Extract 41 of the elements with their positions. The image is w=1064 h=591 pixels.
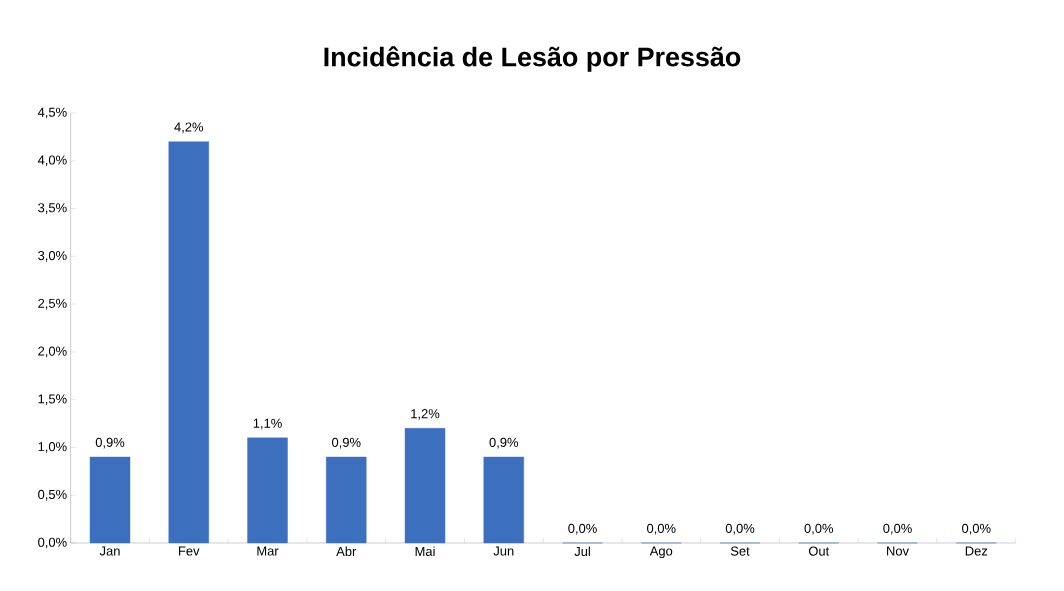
bar	[247, 437, 288, 544]
data-label: 4,2%	[174, 122, 204, 134]
x-tick-label: Jul	[574, 546, 590, 557]
data-label: 0,9%	[489, 437, 519, 449]
data-label: 0,0%	[883, 523, 912, 535]
data-label: 0,0%	[725, 523, 755, 535]
data-label: 0,0%	[647, 523, 676, 535]
y-tick-label: 3,0%	[38, 250, 67, 262]
x-tick-label: Nov	[887, 546, 909, 556]
y-tick-label: 1,0%	[38, 442, 67, 453]
x-tick-label: Mai	[415, 546, 435, 557]
x-tick-label: Jan	[99, 546, 120, 556]
x-tick-label: Set	[730, 546, 750, 556]
x-tick-label: Abr	[336, 546, 357, 557]
bar	[404, 428, 446, 544]
data-label: 1,1%	[253, 418, 282, 430]
data-label: 0,0%	[962, 523, 991, 535]
data-label: 1,2%	[411, 409, 440, 420]
bar	[89, 456, 131, 544]
data-label: 0,9%	[95, 437, 125, 449]
x-tick-label: Dez	[965, 546, 988, 556]
y-tick-label: 4,0%	[37, 155, 67, 167]
x-tick-label: Jun	[493, 546, 514, 556]
y-tick-label: 0,5%	[38, 489, 67, 501]
bar	[483, 456, 524, 544]
y-tick-label: 2,5%	[38, 298, 67, 310]
x-tick-label: Ago	[649, 546, 673, 559]
data-label: 0,9%	[332, 437, 361, 449]
data-label: 0,0%	[568, 523, 597, 535]
bar	[168, 141, 209, 544]
y-tick-label: 0,0%	[38, 537, 67, 549]
y-tick-label: 2,0%	[38, 346, 67, 358]
x-tick-label: Out	[808, 546, 830, 556]
data-label: 0,0%	[804, 523, 834, 535]
x-tick-label: Fev	[179, 546, 200, 556]
y-tick-label: 4,5%	[37, 107, 67, 119]
y-tick-label: 3,5%	[38, 203, 67, 214]
x-tick-label: Mar	[257, 546, 279, 556]
bar	[326, 456, 367, 544]
chart-title: Incidência de Lesão por Pressão	[324, 46, 741, 72]
y-tick-label: 1,5%	[38, 394, 67, 405]
